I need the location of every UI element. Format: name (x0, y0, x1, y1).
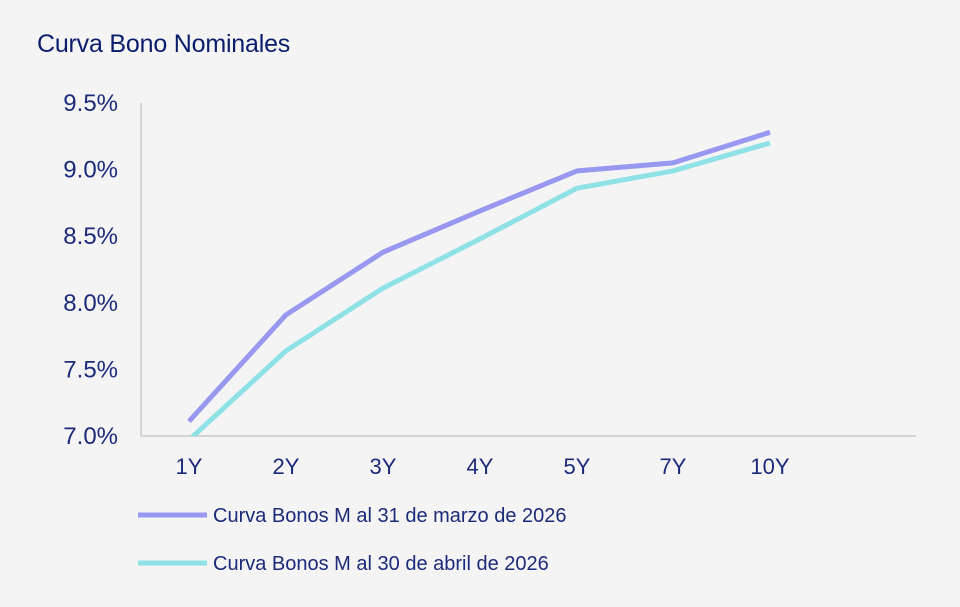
y-tick-label: 8.5% (63, 223, 118, 250)
legend-label: Curva Bonos M al 30 de abril de 2026 (213, 553, 549, 575)
y-tick-label: 9.5% (63, 90, 118, 117)
x-tick-label: 2Y (273, 454, 300, 479)
x-tick-label: 3Y (370, 454, 397, 479)
x-tick-label: 1Y (176, 454, 203, 479)
chart-title: Curva Bono Nominales (37, 30, 291, 58)
series-line-1 (187, 129, 771, 423)
y-tick-label: 8.0% (63, 290, 118, 317)
x-tick-label: 7Y (660, 454, 687, 479)
x-tick-labels: 1Y 2Y 3Y 4Y 5Y 7Y 10Y (176, 454, 790, 479)
x-tick-label: 5Y (564, 454, 591, 479)
series-line-2 (189, 140, 771, 436)
y-tick-label: 7.5% (63, 356, 118, 383)
series-lines (187, 129, 771, 436)
y-tick-label: 7.0% (63, 423, 118, 450)
legend-label: Curva Bonos M al 31 de marzo de 2026 (213, 505, 567, 527)
x-tick-label: 4Y (467, 454, 494, 479)
y-tick-label: 9.0% (63, 157, 118, 184)
y-tick-labels: 7.0% 7.5% 8.0% 8.5% 9.0% 9.5% (63, 90, 118, 450)
x-tick-label: 10Y (750, 454, 789, 479)
legend: Curva Bonos M al 31 de marzo de 2026 Curv… (138, 505, 567, 575)
